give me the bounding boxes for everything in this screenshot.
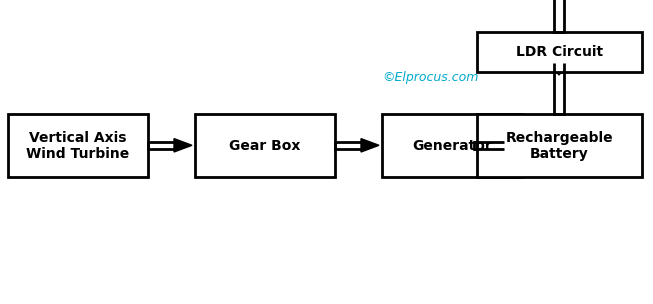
Text: Gear Box: Gear Box bbox=[229, 139, 300, 153]
Bar bbox=[477, 114, 642, 178]
Polygon shape bbox=[361, 139, 379, 152]
Text: Vertical Axis
Wind Turbine: Vertical Axis Wind Turbine bbox=[26, 130, 130, 161]
Polygon shape bbox=[504, 139, 522, 152]
Polygon shape bbox=[174, 139, 192, 152]
Bar bbox=[382, 114, 522, 178]
Bar bbox=[195, 114, 335, 178]
Text: Generator: Generator bbox=[412, 139, 492, 153]
Text: Rechargeable
Battery: Rechargeable Battery bbox=[505, 130, 613, 161]
Bar bbox=[8, 114, 148, 178]
Text: LDR Circuit: LDR Circuit bbox=[516, 45, 603, 59]
Polygon shape bbox=[549, 63, 569, 75]
Text: ©Elprocus.com: ©Elprocus.com bbox=[382, 71, 478, 84]
Bar bbox=[477, 32, 642, 72]
